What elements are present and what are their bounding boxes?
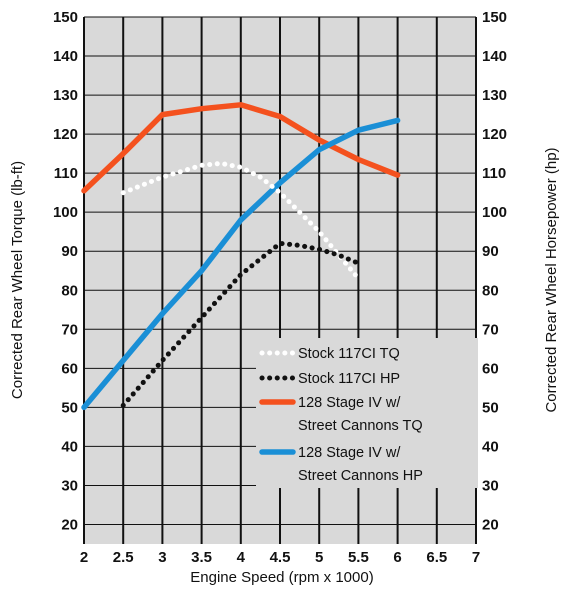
- x-tick-label: 2.5: [113, 549, 134, 566]
- y-tick-label-right: 40: [482, 438, 499, 455]
- series-line-3: [81, 117, 401, 411]
- x-tick-label: 5: [315, 549, 323, 566]
- y-axis-label-right: Corrected Rear Wheel Horsepower (hp): [543, 147, 560, 412]
- x-tick-label: 5.5: [348, 549, 369, 566]
- y-tick-label-right: 110: [482, 165, 506, 182]
- y-tick-label-right: 20: [482, 516, 499, 533]
- x-tick-label: 4.5: [270, 549, 291, 566]
- legend-label: Stock 117CI TQ: [298, 346, 400, 362]
- y-axis-label-left: Corrected Rear Wheel Torque (lb-ft): [9, 161, 26, 399]
- x-tick-label: 3: [158, 549, 166, 566]
- y-tick-label-left: 60: [61, 360, 78, 377]
- x-tick-label: 3.5: [191, 549, 212, 566]
- legend-label: Street Cannons HP: [298, 468, 423, 484]
- series-line-0: [120, 160, 361, 281]
- y-tick-label-left: 30: [61, 477, 78, 494]
- y-tick-label-right: 150: [482, 9, 507, 26]
- y-tick-label-left: 70: [61, 321, 78, 338]
- y-tick-label-left: 110: [54, 165, 78, 182]
- y-tick-label-right: 70: [482, 321, 499, 338]
- x-tick-label: 2: [80, 549, 88, 566]
- series-group: [81, 102, 401, 411]
- x-tick-label: 4: [237, 549, 246, 566]
- x-axis-label: Engine Speed (rpm x 1000): [190, 569, 373, 586]
- x-tick-label: 6: [393, 549, 401, 566]
- y-tick-label-left: 40: [61, 438, 78, 455]
- y-tick-label-left: 80: [61, 282, 78, 299]
- y-tick-label-left: 90: [61, 243, 78, 260]
- y-tick-labels-left: 20 30 40 50 60 70 80 90 100 110 120 130 140 150: [53, 9, 78, 533]
- y-tick-label-right: 130: [482, 87, 507, 104]
- y-tick-label-left: 150: [53, 9, 78, 26]
- legend: Stock 117CI TQ Stock 117CI HP 128 Stage IV…: [256, 338, 478, 488]
- y-tick-labels-right: 20 30 40 50 60 70 80 90 100 110 120 130 140 150: [482, 9, 507, 533]
- x-tick-label: 6.5: [426, 549, 447, 566]
- y-tick-label-left: 140: [53, 48, 78, 65]
- y-tick-label-right: 80: [482, 282, 499, 299]
- y-tick-label-right: 90: [482, 243, 499, 260]
- legend-label: 128 Stage IV w/: [298, 395, 401, 411]
- y-tick-label-left: 50: [61, 399, 78, 416]
- y-tick-label-right: 100: [482, 204, 507, 221]
- legend-box: [256, 338, 478, 488]
- y-tick-label-right: 120: [482, 126, 507, 143]
- legend-label: 128 Stage IV w/: [298, 445, 401, 461]
- legend-label: Street Cannons TQ: [298, 418, 423, 434]
- x-tick-label: 7: [472, 549, 480, 566]
- y-tick-label-right: 30: [482, 477, 499, 494]
- y-tick-label-left: 20: [61, 516, 78, 533]
- series-line-1: [120, 240, 365, 408]
- y-tick-label-left: 120: [53, 126, 78, 143]
- y-tick-label-right: 60: [482, 360, 499, 377]
- legend-label: Stock 117CI HP: [298, 371, 400, 387]
- y-tick-label-right: 140: [482, 48, 507, 65]
- y-tick-label-left: 100: [53, 204, 78, 221]
- x-tick-labels: 2 2.5 3 3.5 4 4.5 5 5.5 6 6.5 7: [80, 549, 480, 566]
- y-tick-label-left: 130: [53, 87, 78, 104]
- series-line-2: [81, 102, 401, 194]
- y-tick-label-right: 50: [482, 399, 499, 416]
